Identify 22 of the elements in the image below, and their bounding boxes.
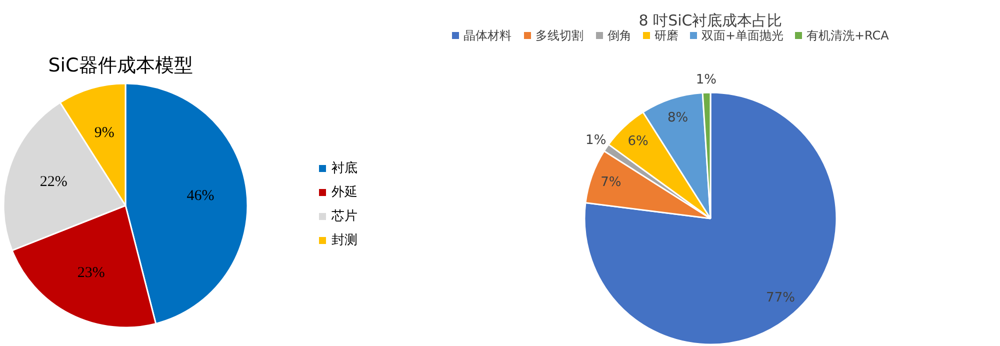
legend-label: 封测 (332, 233, 358, 248)
legend-label: 有机清洗+RCA (806, 28, 890, 42)
legend-label: 外延 (332, 185, 358, 200)
data-label: 23% (77, 264, 105, 281)
data-label: 46% (186, 188, 214, 204)
data-label: 9% (94, 124, 114, 141)
legend-label: 多线切割 (536, 28, 584, 42)
chart-title: 8 吋SiC衬底成本占比 (638, 12, 782, 30)
legend-label: 研磨 (654, 28, 678, 42)
legend-label: 芯片 (330, 209, 358, 224)
data-label: 6% (628, 134, 648, 149)
legend-label: 双面+单面抛光 (702, 28, 784, 42)
data-label: 1% (696, 72, 716, 88)
data-label: 22% (40, 174, 68, 190)
data-label: 77% (766, 290, 795, 306)
legend-label: 倒角 (608, 28, 632, 42)
data-label: 1% (586, 133, 606, 148)
data-label: 8% (667, 110, 688, 126)
chart-title: SiC器件成本模型 (48, 54, 193, 76)
legend-label: 衬底 (332, 161, 358, 176)
data-label: 7% (600, 175, 622, 190)
legend-label: 晶体材料 (464, 28, 512, 42)
